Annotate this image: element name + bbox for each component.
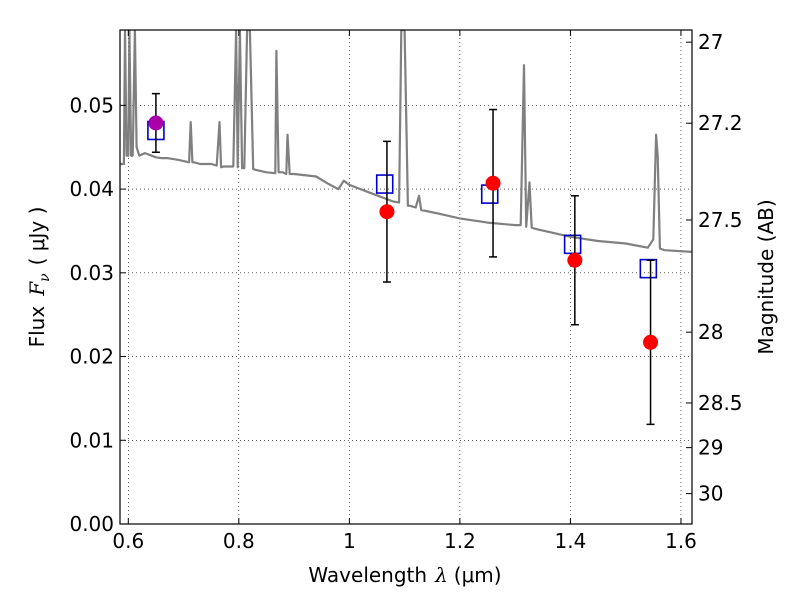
x-tick-label: 1.2 bbox=[444, 529, 476, 553]
y-tick-label: 0.05 bbox=[69, 93, 114, 117]
x-tick-label: 1 bbox=[343, 529, 356, 553]
x-axis-label-text: Wavelength bbox=[308, 563, 427, 587]
observed-flux-point bbox=[379, 204, 395, 220]
y2-tick-label: 28.5 bbox=[698, 391, 743, 415]
y2-axis-label: Magnitude (AB) bbox=[754, 199, 778, 354]
y-tick-label: 0.00 bbox=[69, 512, 114, 536]
observed-flux-point bbox=[485, 175, 501, 191]
y-tick-label: 0.02 bbox=[69, 345, 114, 369]
model-photometry-series bbox=[147, 120, 658, 279]
x-tick-label: 1.4 bbox=[555, 529, 587, 553]
y-axis-label-subscript: ν bbox=[37, 273, 53, 282]
y2-axis-ticks: 27 27.2 27.5 28 28.5 29 30 bbox=[686, 30, 743, 506]
y2-tick-label: 29 bbox=[698, 436, 723, 460]
x-axis-label-unit: (μm) bbox=[454, 563, 502, 587]
y2-tick-label: 28 bbox=[698, 320, 723, 344]
model-sed-series bbox=[120, 30, 692, 253]
y-axis-label-text: Flux bbox=[25, 306, 49, 348]
y2-tick-label: 27.2 bbox=[698, 111, 743, 135]
model-flux-square bbox=[639, 258, 658, 279]
y-tick-label: 0.01 bbox=[69, 428, 114, 452]
y-tick-label: 0.04 bbox=[69, 177, 114, 201]
y-axis-label-unit: ( μJy ) bbox=[25, 207, 49, 266]
observed-flux-point bbox=[148, 115, 164, 131]
observed-flux-series bbox=[148, 92, 659, 426]
model-flux-square bbox=[375, 174, 394, 194]
x-tick-label: 0.8 bbox=[223, 529, 255, 553]
y2-tick-label: 30 bbox=[698, 482, 723, 506]
x-axis-ticks: 0.6 0.8 1 1.2 1.4 1.6 bbox=[112, 30, 697, 553]
y-tick-label: 0.03 bbox=[69, 261, 114, 285]
y-axis-ticks: 0.00 0.01 0.02 0.03 0.04 0.05 bbox=[69, 93, 126, 536]
y2-tick-label: 27 bbox=[698, 30, 723, 54]
y-axis-label-symbol: F bbox=[25, 281, 49, 297]
model-sed-line bbox=[120, 30, 692, 253]
x-tick-label: 0.6 bbox=[112, 529, 144, 553]
observed-flux-point bbox=[567, 252, 583, 268]
x-axis-label: Wavelength λ (μm) bbox=[308, 563, 501, 587]
x-tick-label: 1.6 bbox=[665, 529, 697, 553]
observed-flux-point bbox=[643, 334, 659, 350]
y-axis-label: Flux Fν ( μJy ) bbox=[25, 207, 53, 348]
y2-tick-label: 27.5 bbox=[698, 208, 743, 232]
plot-frame bbox=[119, 29, 693, 525]
x-axis-label-symbol: λ bbox=[434, 563, 448, 587]
